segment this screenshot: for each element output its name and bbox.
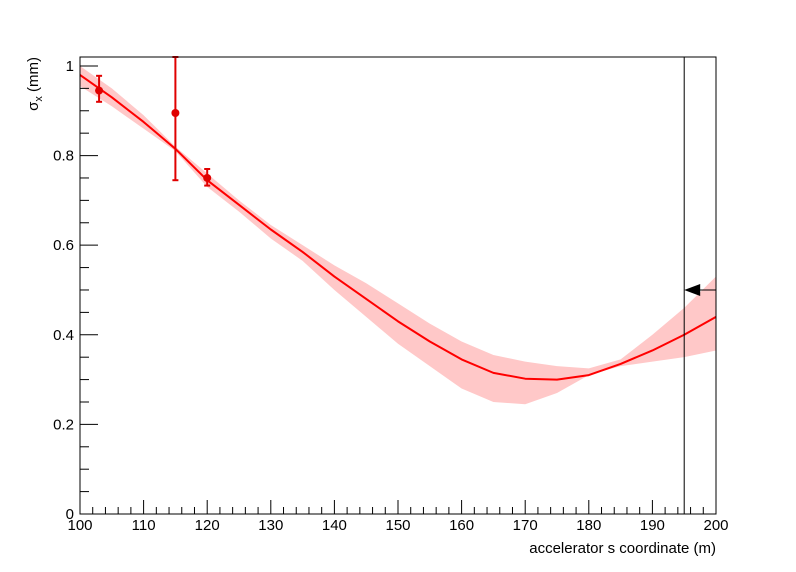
fit-curve-layer — [79, 74, 717, 381]
measurement-point-1 — [95, 74, 104, 103]
error-band-layer — [80, 65, 716, 405]
x-tick-label: 110 — [132, 517, 156, 534]
x-tick-label: 100 — [67, 517, 92, 534]
y-tick-label: 1 — [66, 58, 74, 75]
y-axis-ticks: 0 0.2 0.4 0.6 0.8 1 — [53, 58, 98, 523]
x-tick-label: 160 — [449, 517, 474, 534]
y-tick-label: 0.2 — [53, 416, 74, 433]
x-tick-label: 140 — [322, 517, 347, 534]
measurement-point-3 — [203, 168, 212, 187]
data-point — [95, 86, 104, 95]
arrow-head — [684, 283, 701, 296]
data-point — [171, 109, 180, 118]
y-tick-label: 0 — [66, 506, 74, 523]
marker-layer — [683, 57, 716, 514]
error-band — [80, 65, 716, 405]
fit-curve — [79, 74, 717, 381]
y-tick-label: 0.6 — [53, 237, 74, 254]
x-tick-label: 120 — [195, 517, 220, 534]
y-axis-title-unit: (mm) — [25, 57, 42, 96]
x-tick-label: 150 — [385, 517, 410, 534]
measurement-points-layer — [95, 56, 212, 187]
y-axis-title: σx (mm) — [25, 57, 45, 111]
y-axis-title-subscript: x — [33, 96, 45, 102]
x-tick-label: 170 — [513, 517, 538, 534]
y-tick-label: 0.8 — [53, 148, 74, 165]
y-tick-label: 0.4 — [53, 327, 74, 344]
x-tick-label: 200 — [703, 517, 728, 534]
data-point — [203, 173, 212, 182]
x-axis-title: accelerator s coordinate (m) — [529, 540, 716, 557]
x-tick-label: 190 — [640, 517, 665, 534]
x-tick-label: 130 — [258, 517, 283, 534]
x-tick-label: 180 — [576, 517, 601, 534]
x-axis-ticks: 100 110 120 130 140 150 160 170 180 190 200 — [67, 500, 729, 534]
y-axis-title-symbol: σ — [25, 101, 42, 111]
